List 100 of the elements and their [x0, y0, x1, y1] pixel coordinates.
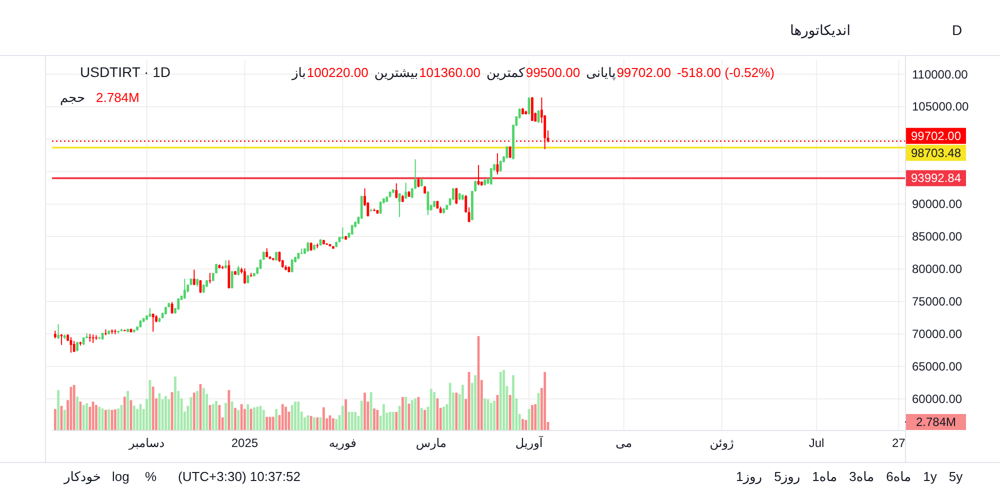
text: 5y [948, 469, 963, 485]
bar [114, 409, 116, 430]
bar [499, 372, 502, 430]
bar [404, 396, 408, 430]
bar [117, 408, 120, 430]
bar [170, 392, 174, 430]
annotation: باز [292, 65, 306, 81]
bar [256, 406, 259, 430]
bar [196, 390, 199, 430]
bar [414, 398, 417, 430]
bar [395, 412, 398, 430]
candlestick [230, 270, 234, 289]
bar [174, 376, 176, 430]
candlestick [244, 268, 246, 284]
x-tick-label: آوریل [515, 435, 544, 450]
candlestick [506, 146, 508, 160]
candlestick [360, 195, 363, 220]
candlestick [237, 265, 240, 276]
bar [228, 390, 230, 430]
bar [246, 404, 250, 430]
candlestick [266, 248, 268, 258]
y-tick-label: 65000.00 [912, 359, 962, 374]
candlestick [72, 340, 76, 353]
bar [281, 404, 284, 430]
candlestick [341, 226, 344, 240]
y2-tick-label: 2.784M [916, 415, 956, 429]
bar [364, 392, 366, 430]
bar [79, 402, 82, 430]
bar [266, 416, 268, 430]
bar [442, 406, 445, 430]
text: 1ماه [812, 469, 838, 485]
bar [234, 408, 236, 430]
bar [455, 392, 458, 430]
bar [158, 393, 161, 430]
x-tick-label: می [616, 436, 632, 450]
y-tick-label: 110000.00 [912, 67, 968, 82]
annotation: 2.784M [96, 90, 140, 106]
x-tick-label: دسامبر [128, 436, 165, 450]
chart-title: USDTIRT · 1D [80, 64, 170, 80]
candlestick [76, 341, 78, 352]
bar [436, 398, 439, 430]
bar [148, 380, 152, 430]
candlestick [379, 201, 382, 214]
bar [240, 404, 243, 430]
bar [98, 406, 101, 430]
bar [420, 408, 423, 430]
bar [237, 410, 240, 430]
bar [108, 409, 110, 430]
bar [493, 400, 496, 430]
text: 5روز [774, 469, 800, 485]
y-tick-label: 105000.00 [912, 100, 970, 114]
y-tick-label: 85000.00 [912, 230, 962, 244]
bar [332, 418, 334, 430]
text: D [952, 22, 962, 38]
bar [218, 405, 221, 430]
candlestick [290, 258, 294, 273]
bar [373, 408, 376, 430]
bar [401, 396, 404, 430]
bar [462, 384, 464, 430]
text: اندیکاتورها [790, 22, 851, 38]
bar [192, 392, 196, 430]
bar [313, 417, 316, 430]
bar [316, 417, 319, 430]
bar [230, 402, 234, 430]
bar [534, 404, 537, 430]
ref-line-label: 99702.00 [910, 128, 962, 143]
bar [502, 370, 505, 430]
bar [224, 402, 227, 430]
bar [354, 412, 356, 430]
bar [262, 410, 265, 430]
y-tick-label: 80000.00 [912, 262, 962, 276]
bar [508, 394, 512, 430]
bar [202, 388, 205, 430]
bar [63, 410, 66, 430]
bar [484, 398, 486, 430]
text: خودکار [64, 469, 101, 485]
candlestick [170, 302, 174, 314]
y-tick-label: 75000.00 [912, 294, 962, 308]
candlestick [192, 269, 196, 286]
candlestick [183, 278, 186, 300]
annotation: -518.00 (-0.52%) [676, 65, 774, 81]
candlestick [152, 312, 154, 332]
bar [57, 390, 60, 430]
candlestick [531, 96, 534, 122]
annotation: 100220.00 [306, 65, 368, 81]
text: 1y [923, 469, 937, 485]
bar [95, 405, 98, 430]
candlestick [499, 160, 502, 172]
bar [531, 405, 534, 430]
bar [448, 382, 452, 430]
bar [360, 400, 363, 430]
text: (UTC+3:30) 10:37:52 [178, 469, 300, 485]
bar [424, 410, 426, 430]
bar [382, 404, 385, 430]
y-tick-label: 60000.00 [912, 392, 962, 406]
bar [341, 406, 344, 430]
bar [392, 412, 394, 430]
bar [344, 399, 348, 430]
bar [430, 388, 432, 430]
bar [322, 407, 325, 430]
